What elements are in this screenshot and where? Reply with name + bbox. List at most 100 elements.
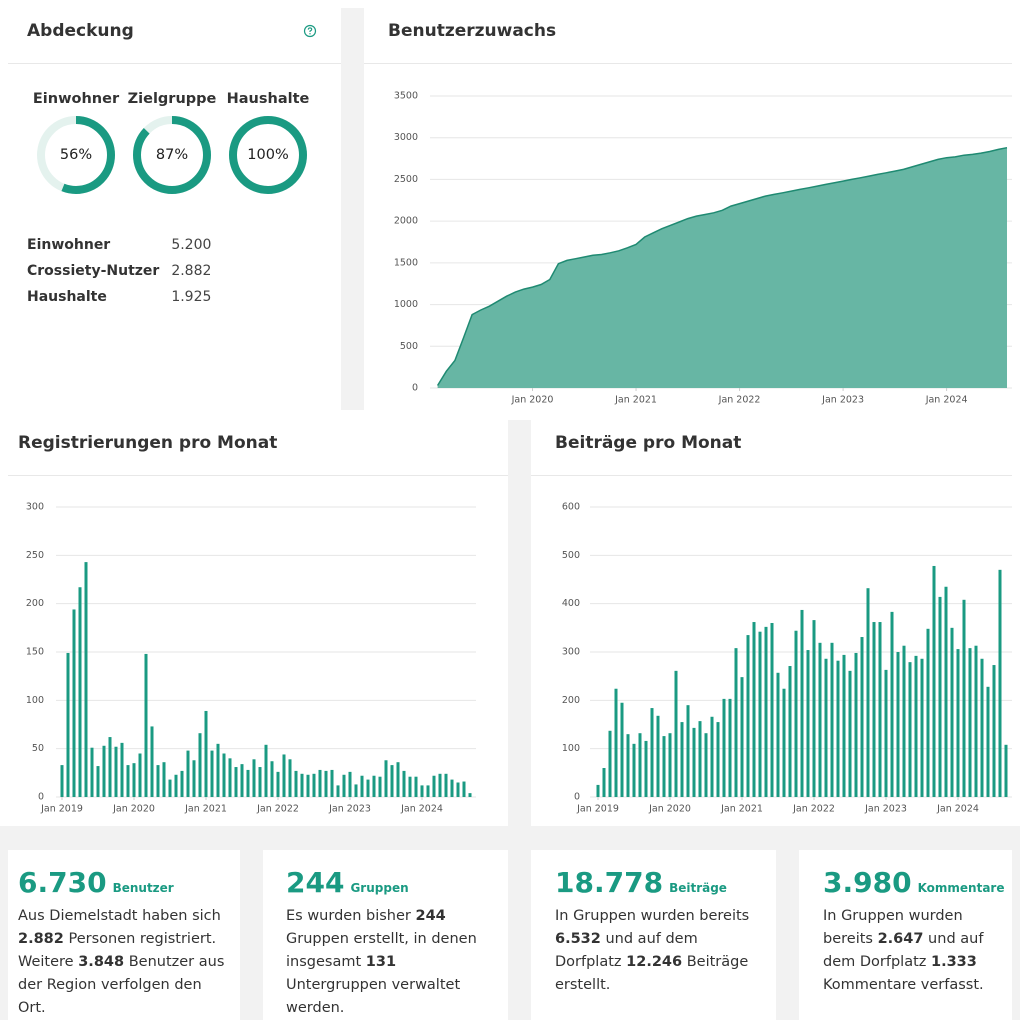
y-tick-label: 0: [412, 383, 418, 394]
y-tick-label: 600: [562, 502, 580, 513]
card-heading: 244 Gruppen: [286, 866, 498, 899]
bar: [414, 776, 418, 797]
card-text-part: Untergruppen verwaltet werden.: [286, 977, 461, 1016]
card-number: 18.778: [555, 866, 664, 899]
donut-value: 56%: [60, 147, 92, 163]
bar: [462, 781, 466, 797]
bar: [986, 686, 990, 797]
bar: [998, 569, 1002, 797]
bar: [626, 734, 630, 797]
x-tick-label: Jan 2021: [720, 804, 763, 815]
bar: [78, 587, 82, 797]
donut-label: Haushalte: [227, 91, 310, 107]
x-tick-label: Jan 2024: [936, 804, 979, 815]
y-tick-label: 1000: [394, 299, 418, 310]
x-tick-label: Jan 2024: [400, 804, 443, 815]
bar: [902, 645, 906, 797]
bar: [890, 611, 894, 797]
bar: [932, 565, 936, 797]
bar: [210, 750, 214, 797]
table-row: Crossiety-Nutzer 2.882: [27, 258, 223, 284]
card-number: 3.980: [823, 866, 912, 899]
x-tick-label: Jan 2022: [792, 804, 835, 815]
bar: [378, 776, 382, 797]
bar: [776, 672, 780, 797]
bar: [120, 742, 124, 797]
bar: [794, 630, 798, 797]
bar: [722, 698, 726, 797]
bar: [644, 740, 648, 797]
bar: [836, 660, 840, 797]
y-tick-label: 100: [26, 695, 44, 706]
bar: [614, 688, 618, 797]
card-text-part: Benutzer aus der Region verfolgen den Or…: [18, 954, 225, 1016]
y-tick-label: 150: [26, 647, 44, 658]
card-number: 244: [286, 866, 345, 899]
card-text: Es wurden bisher 244 Gruppen erstellt, i…: [286, 905, 498, 1020]
bar: [962, 599, 966, 797]
divider: [531, 475, 1012, 476]
bar: [66, 652, 70, 797]
bar: [102, 745, 106, 797]
card-text-part: Beiträge erstellt.: [555, 954, 749, 993]
card-heading: 3.980 Kommentare: [823, 866, 1005, 899]
y-tick-label: 200: [562, 695, 580, 706]
bar: [884, 669, 888, 797]
help-dot[interactable]: [309, 33, 311, 35]
x-tick-label: Jan 2024: [925, 395, 968, 406]
x-tick-label: Jan 2023: [864, 804, 907, 815]
bar: [180, 770, 184, 797]
help-circle[interactable]: [303, 24, 317, 38]
bar: [360, 775, 364, 797]
bar: [938, 596, 942, 797]
bar: [920, 658, 924, 797]
y-tick-label: 200: [26, 598, 44, 609]
gutter: [508, 420, 531, 828]
area-chart: 0 500 1000 1500 2000 2500 3000 3500 Jan 2020 Jan …: [394, 91, 1012, 406]
x-tick-label: Jan 2019: [576, 804, 619, 815]
y-tick-label: 50: [32, 743, 44, 754]
bar: [956, 649, 960, 797]
bar: [860, 637, 864, 797]
bar: [372, 775, 376, 797]
card-unit: Gruppen: [350, 881, 409, 895]
donut-label: Zielgruppe: [128, 91, 217, 107]
card-unit: Beiträge: [669, 881, 727, 895]
card-text-part: und auf dem Dorfplatz: [823, 931, 984, 970]
bar: [258, 767, 262, 797]
bar: [342, 774, 346, 797]
bar: [234, 767, 238, 797]
bar: [270, 761, 274, 797]
bar: [108, 737, 112, 797]
y-tick-label: 0: [38, 792, 44, 803]
bar: [186, 750, 190, 797]
help-glyph[interactable]: [307, 27, 313, 32]
bar: [324, 770, 328, 797]
bar: [992, 665, 996, 797]
help-icon[interactable]: [302, 23, 318, 39]
donut-value: 100%: [247, 147, 288, 163]
bar: [168, 779, 172, 797]
panel-title: Beiträge pro Monat: [555, 433, 742, 453]
bar: [138, 753, 142, 797]
card-highlight: 2.647: [877, 931, 924, 947]
area: [437, 147, 1008, 388]
bar: [192, 760, 196, 797]
bar: [602, 768, 606, 797]
stat-card: 6.730 Benutzer Aus Diemelstadt haben sich …: [8, 850, 240, 1020]
bar: [156, 765, 160, 797]
bar: [402, 770, 406, 797]
x-tick-label: Jan 2020: [511, 395, 554, 406]
bar: [758, 631, 762, 797]
card-heading: 18.778 Beiträge: [555, 866, 766, 899]
bar: [204, 710, 208, 797]
x-tick-label: Jan 2022: [256, 804, 299, 815]
donut-chart: Einwohner 56% Zielgruppe 87% Haushalte 100%: [33, 91, 310, 194]
bar: [216, 743, 220, 797]
bar: [788, 666, 792, 797]
bar: [704, 733, 708, 797]
bar: [782, 688, 786, 797]
panel-title: Benutzerzuwachs: [388, 21, 557, 41]
bar-chart: 0 50 100 150 200 250 300 Jan 2019 Jan 2020 Jan 20…: [26, 502, 476, 815]
x-tick-label: Jan 2019: [40, 804, 83, 815]
